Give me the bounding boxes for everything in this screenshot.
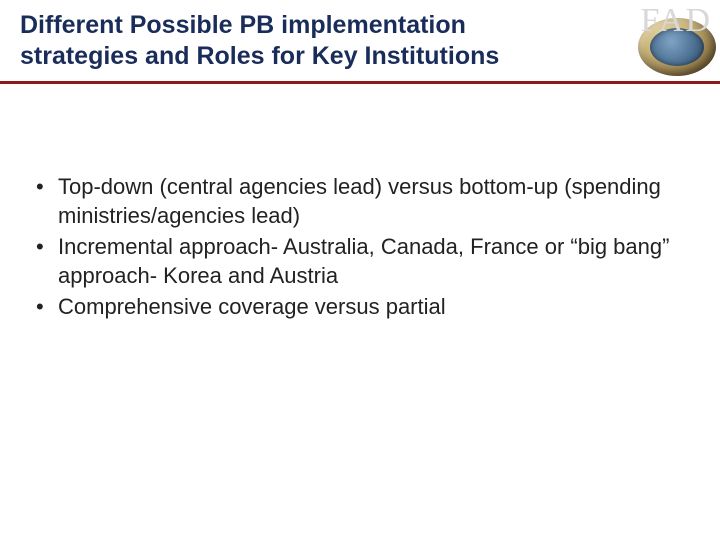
fad-logo-text: FAD [641,2,713,40]
bullet-list: Top-down (central agencies lead) versus … [32,172,688,321]
slide-body: Top-down (central agencies lead) versus … [0,84,720,321]
list-item: Incremental approach- Australia, Canada,… [32,232,688,290]
list-item: Comprehensive coverage versus partial [32,292,688,321]
logo-area: FAD [600,0,720,80]
list-item: Top-down (central agencies lead) versus … [32,172,688,230]
slide-header: Different Possible PB implementation str… [0,0,720,73]
slide-title: Different Possible PB implementation str… [20,10,580,73]
